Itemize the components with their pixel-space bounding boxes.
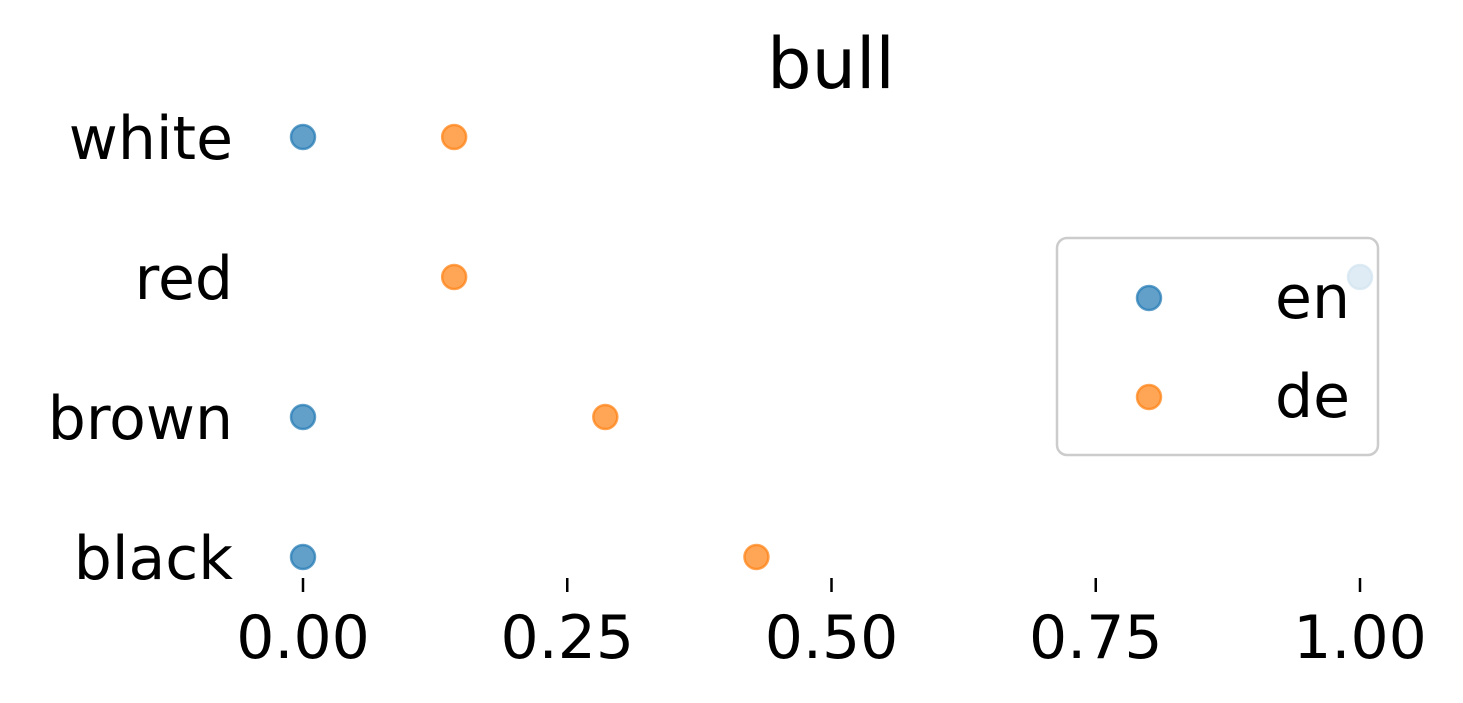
y-tick-label-white: white	[69, 104, 233, 174]
point-de-brown	[592, 403, 619, 431]
legend-label-de: de	[1275, 362, 1350, 432]
x-tick-label: 0.75	[1029, 603, 1163, 673]
point-en-black	[289, 543, 317, 571]
point-de-black	[743, 543, 770, 571]
x-tick-label: 0.50	[765, 603, 899, 673]
chart-title: bull	[767, 23, 895, 105]
point-en-brown	[289, 403, 317, 431]
legend-marker-de	[1135, 383, 1163, 411]
point-de-red	[440, 263, 468, 291]
y-tick-label-red: red	[135, 244, 233, 314]
point-de-white	[440, 123, 468, 151]
x-tick-label: 1.00	[1293, 603, 1427, 673]
legend: en de	[1055, 236, 1380, 457]
data-points	[289, 123, 1374, 571]
x-tick-label: 0.25	[500, 603, 634, 673]
x-axis: 0.00 0.25 0.50 0.75 1.00	[236, 578, 1427, 673]
legend-marker-en	[1135, 284, 1163, 312]
legend-label-en: en	[1275, 263, 1350, 333]
y-tick-label-black: black	[74, 524, 234, 594]
y-tick-label-brown: brown	[48, 384, 233, 454]
y-axis-labels: white red brown black	[48, 104, 233, 594]
point-en-white	[289, 123, 317, 151]
x-tick-label: 0.00	[236, 603, 370, 673]
